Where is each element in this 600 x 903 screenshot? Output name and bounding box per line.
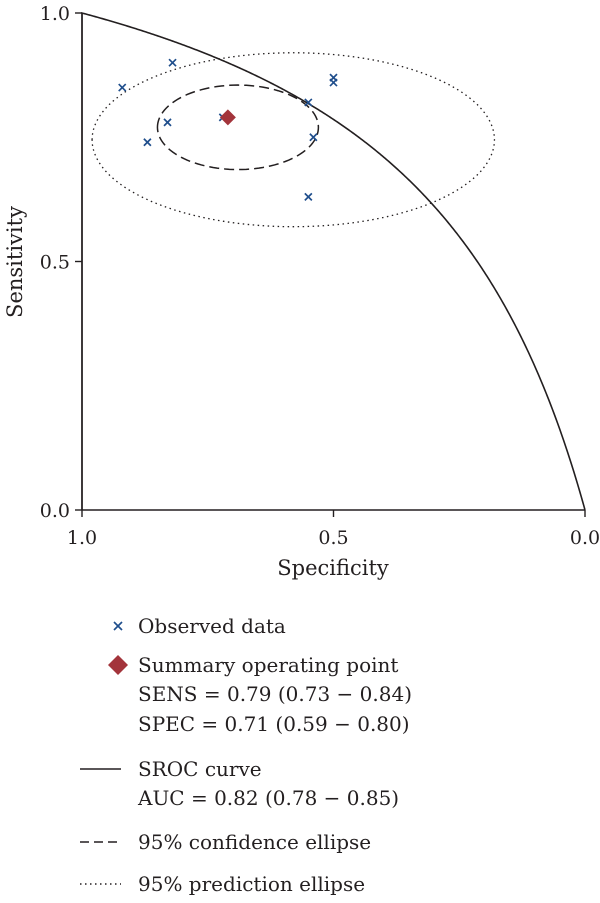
- marker-stroke: [118, 83, 127, 92]
- summary-point: [219, 109, 236, 126]
- x-tick-label: 0.5: [318, 527, 348, 549]
- legend: Observed data Summary operating point SE…: [80, 614, 412, 896]
- plot-area: [81, 11, 586, 511]
- observed-point: [163, 118, 172, 127]
- legend-observed-cross: [113, 621, 123, 631]
- legend-sroc-label: SROC curve: [138, 757, 262, 781]
- legend-summary-label: Summary operating point: [138, 653, 398, 677]
- observed-point: [329, 78, 338, 87]
- marker-stroke: [329, 78, 338, 87]
- x-axis-title: Specificity: [277, 556, 389, 580]
- y-tick-label: 1.0: [40, 3, 70, 25]
- prediction-ellipse: [91, 52, 496, 228]
- marker-stroke: [168, 58, 177, 67]
- marker-stroke: [143, 138, 152, 147]
- axes: 0.0 0.5 1.0 1.0 0.5 0.0: [40, 3, 600, 549]
- legend-summary-marker: [108, 655, 128, 675]
- y-axis-title: Sensitivity: [3, 206, 27, 318]
- legend-sens-label: SENS = 0.79 (0.73 − 0.84): [138, 682, 412, 706]
- y-tick-label: 0.0: [40, 500, 70, 522]
- x-tick-label: 0.0: [570, 527, 600, 549]
- observed-point: [304, 98, 313, 107]
- legend-auc-label: AUC = 0.82 (0.78 − 0.85): [137, 786, 399, 810]
- y-tick-label: 0.5: [40, 252, 70, 274]
- observed-point: [168, 58, 177, 67]
- observed-point: [304, 192, 313, 201]
- sroc-curve: [81, 11, 586, 511]
- legend-spec-label: SPEC = 0.71 (0.59 − 0.80): [138, 712, 410, 736]
- observed-point: [118, 83, 127, 92]
- marker-stroke: [304, 192, 313, 201]
- legend-observed-marker: [113, 621, 123, 631]
- confidence-ellipse: [156, 84, 320, 171]
- marker-stroke: [304, 98, 313, 107]
- marker-stroke: [309, 133, 318, 142]
- x-tick-label: 1.0: [67, 527, 97, 549]
- legend-confidence-label: 95% confidence ellipse: [138, 830, 371, 854]
- observed-point: [143, 138, 152, 147]
- marker-stroke: [113, 621, 123, 631]
- observed-point: [309, 133, 318, 142]
- legend-observed-label: Observed data: [138, 614, 286, 638]
- marker-stroke: [163, 118, 172, 127]
- legend-prediction-label: 95% prediction ellipse: [138, 872, 365, 896]
